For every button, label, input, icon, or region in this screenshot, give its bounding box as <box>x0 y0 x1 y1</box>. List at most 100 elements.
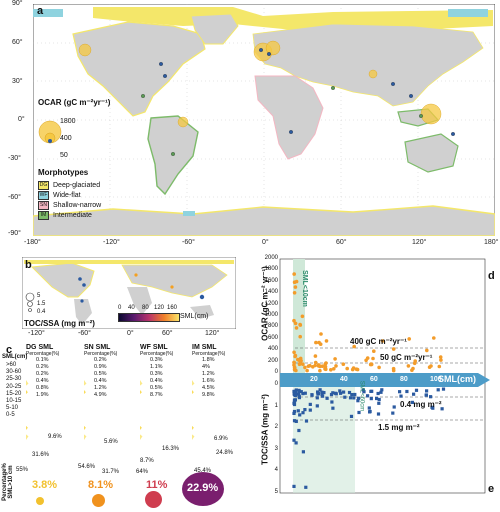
ring-pct: 64% <box>136 469 149 475</box>
ocar-point <box>380 339 385 343</box>
group-pct: 0.4% <box>150 378 163 384</box>
toc-point <box>292 389 296 393</box>
ocar-point <box>365 356 370 360</box>
ocar-point <box>311 365 315 369</box>
summary-dot <box>36 497 44 505</box>
toc-point <box>353 392 357 397</box>
ocar-point <box>350 367 355 372</box>
lon-tick-b: 60° <box>162 330 173 337</box>
ocar-point <box>294 279 299 284</box>
toc-point <box>308 402 312 406</box>
e-ytick: 5 <box>274 489 278 495</box>
ocar-point <box>371 356 375 361</box>
morphotype-swatch: IM <box>38 210 49 220</box>
sml-axis-tick: 80 <box>400 376 408 383</box>
toc-point <box>292 484 296 488</box>
group-subtitle: Percentage(%) <box>140 351 174 357</box>
sml-row: 20-25 <box>6 383 22 390</box>
e-ref1: 0.4 mg m⁻² <box>400 400 442 409</box>
ocar-point <box>292 291 297 295</box>
group-pct: 1.2% <box>202 371 215 377</box>
group-subtitle: Percentage(%) <box>26 351 60 357</box>
toc-point <box>325 396 329 400</box>
ocar-point <box>293 354 297 359</box>
lat-tick: 60° <box>12 39 23 46</box>
ring-pct: 9.6% <box>48 434 62 440</box>
toc-point <box>297 388 301 392</box>
sml-colorbar <box>118 313 180 322</box>
group-subtitle: Percentage(%) <box>84 351 118 357</box>
ocar-point <box>313 360 318 365</box>
ocar-point <box>313 354 318 358</box>
ocar-point <box>292 318 296 323</box>
toc-point <box>369 397 373 401</box>
toc-point <box>292 399 297 403</box>
lat-tick: -90° <box>8 230 21 237</box>
lon-tick: 0° <box>262 239 269 246</box>
group-pct: 0.1% <box>36 357 49 363</box>
toc-point <box>292 419 297 423</box>
ocar-point <box>318 368 322 373</box>
toc-level-1.5: 1.5 <box>37 301 46 307</box>
d-ytick: 600 <box>267 334 278 341</box>
ocar-point <box>372 349 376 353</box>
ocar-point <box>429 364 433 368</box>
sml-axis-tick: 100 <box>430 376 442 383</box>
lat-tick: -60° <box>8 194 21 201</box>
toc-point <box>292 409 297 414</box>
ocar-point <box>432 336 436 340</box>
toc-point <box>331 406 335 410</box>
toc-point <box>424 393 428 397</box>
ocar-point <box>316 363 321 367</box>
toc-size-legend <box>25 292 35 312</box>
ocar-point <box>324 361 328 365</box>
d-ref2: 50 gC m⁻²yr⁻¹ <box>380 353 433 362</box>
toc-point <box>316 391 320 395</box>
morphotype-label: Shallow-narrow <box>53 201 102 209</box>
toc-point <box>303 408 307 412</box>
ocar-point <box>407 337 411 341</box>
ocar-point <box>301 362 305 366</box>
ocar-point <box>377 365 381 370</box>
morphotype-swatch: DG <box>38 180 49 190</box>
sml-axis-label: SML(cm) <box>438 374 476 384</box>
morphotypes-title: Morphotypes <box>38 168 89 177</box>
ocar-point <box>391 366 396 371</box>
morphotype-label: Intermediate <box>53 211 92 219</box>
e-ytick: 2 <box>274 424 278 431</box>
d-ytick: 2000 <box>264 255 278 261</box>
group-pct: 1.6% <box>202 378 215 384</box>
ocar-point <box>292 360 296 365</box>
d-ref1: 400 gC m⁻²yr⁻¹ <box>350 337 407 346</box>
ocar-point <box>439 358 443 362</box>
sml-row: 30-60 <box>6 369 22 376</box>
ocar-level-50: 50 <box>60 152 68 159</box>
morphotype-swatch: WF <box>38 190 49 200</box>
ring-pct: 24.8% <box>216 450 234 456</box>
toc-legend-title: TOC/SSA (mg m⁻²) <box>24 319 95 328</box>
lon-tick: -180° <box>24 239 41 246</box>
ocar-point <box>391 347 396 351</box>
group-pct: 0.5% <box>150 385 163 391</box>
toc-point <box>320 392 324 397</box>
toc-point <box>380 388 384 392</box>
sml-axis-tick: 40 <box>340 376 348 383</box>
summary-pct: 22.9% <box>187 482 219 494</box>
lon-tick: 180° <box>484 239 499 246</box>
panel-b: b 5 1.5 0.4 TOC/SSA (mg m⁻²) 0 40 80 120… <box>0 255 250 337</box>
sml-row-header: SML(cm) <box>2 354 28 360</box>
sml-band-label: SML<10cm <box>300 270 308 307</box>
morphotype-label: Wide-flat <box>53 191 81 199</box>
ocar-point <box>352 344 356 349</box>
morphotype-swatch: SN <box>38 200 49 210</box>
lon-tick: 120° <box>412 239 427 246</box>
sml-axis-tick: 20 <box>310 376 318 383</box>
group-pct: 0.4% <box>94 378 107 384</box>
group-pct: 1.1% <box>150 364 163 370</box>
ocar-point <box>332 367 336 371</box>
ocar-point <box>314 340 318 345</box>
toc-point <box>342 390 346 394</box>
toc-point <box>321 394 325 398</box>
toc-point <box>296 409 300 413</box>
toc-point <box>356 399 360 403</box>
